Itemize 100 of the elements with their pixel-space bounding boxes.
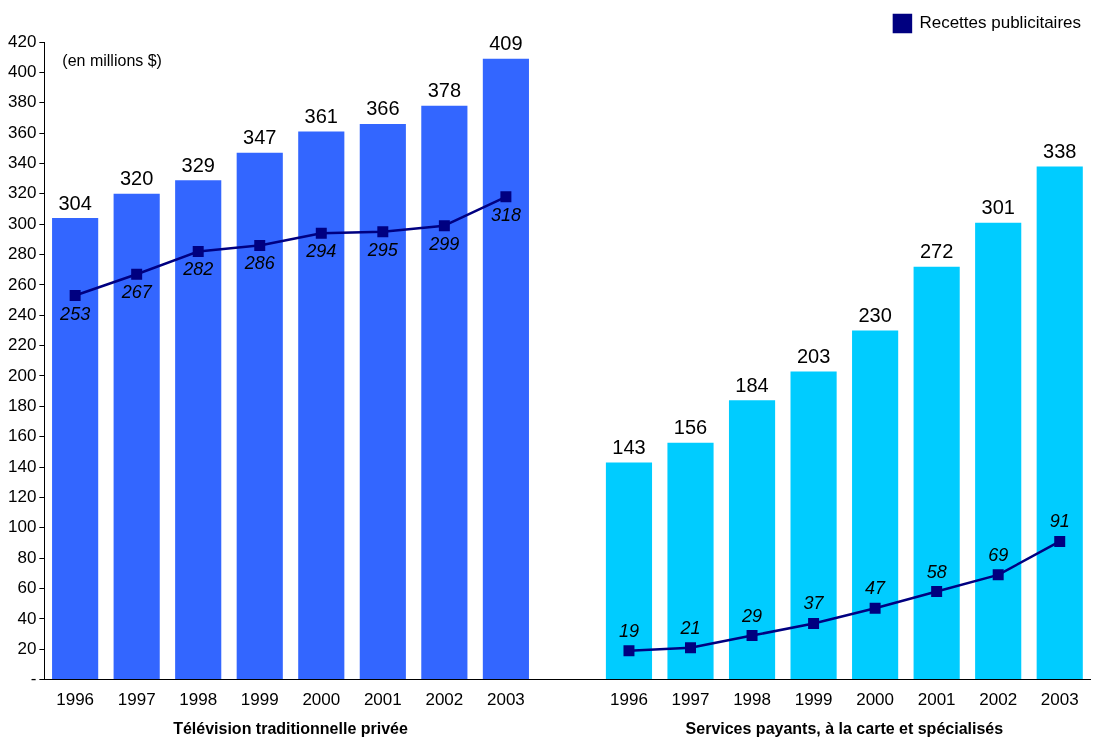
data-label: 329 (181, 153, 215, 176)
data-label: 286 (243, 253, 276, 274)
data-label: 203 (796, 344, 831, 367)
x-tick-label: 2002 (425, 690, 464, 710)
x-tick-label: 1997 (117, 690, 156, 710)
y-tick-label: 20 (17, 638, 37, 658)
bar (421, 105, 468, 680)
y-tick-label: 200 (7, 365, 37, 385)
bar (52, 218, 99, 680)
y-tick-label: 320 (7, 183, 37, 203)
point (808, 617, 820, 629)
data-label: 143 (612, 436, 646, 459)
y-tick-label: 160 (7, 426, 37, 446)
data-label: 29 (741, 605, 763, 626)
x-tick-label: 1998 (733, 690, 771, 710)
y-tick-label: 40 (17, 608, 37, 628)
point (69, 290, 81, 302)
data-label: 69 (988, 544, 1009, 565)
y-tick-label: 260 (7, 274, 37, 294)
y-tick-label: 300 (7, 213, 37, 233)
bar (605, 462, 653, 680)
data-label: 21 (679, 617, 701, 638)
data-label: 301 (981, 196, 1015, 219)
point (254, 239, 266, 251)
x-tick-label: 1996 (56, 690, 95, 710)
point (746, 630, 758, 642)
data-label: 409 (489, 32, 523, 55)
point (1054, 535, 1066, 547)
point (869, 602, 881, 614)
legend-label: Recettes publicitaires (919, 13, 1081, 33)
bar (113, 193, 160, 680)
point (992, 569, 1004, 581)
y-tick-label: 180 (7, 396, 37, 416)
x-tick-label: 2000 (302, 690, 341, 710)
bar (975, 222, 1022, 680)
bar (790, 371, 837, 680)
bar (482, 58, 529, 680)
data-label: 91 (1049, 511, 1070, 532)
text: Services payants, à la carte et spécialisés (685, 720, 1004, 738)
bar (852, 330, 899, 680)
y-tick-label: 60 (17, 578, 37, 598)
point (685, 642, 696, 654)
bar (728, 400, 776, 680)
data-label: 156 (673, 416, 708, 439)
point (192, 246, 204, 257)
y-tick-label: 220 (7, 335, 37, 355)
data-label: 267 (120, 282, 153, 303)
data-label: 304 (58, 191, 92, 214)
data-label: 282 (182, 259, 214, 280)
data-label: 253 (59, 303, 91, 324)
data-label: 320 (119, 167, 154, 190)
x-tick-label: 1997 (671, 690, 710, 710)
data-label: 230 (858, 303, 892, 326)
point (315, 227, 327, 239)
y-tick-label: 280 (7, 244, 37, 264)
data-label: 378 (427, 79, 462, 102)
x-tick-label: 2001 (917, 690, 956, 710)
point (131, 268, 143, 280)
x-tick-label: 1999 (240, 690, 279, 710)
point (438, 220, 450, 232)
bar (913, 266, 960, 680)
text: Télévision traditionnelle privée (173, 720, 408, 738)
data-label: 338 (1043, 140, 1077, 162)
data-label: 19 (618, 620, 639, 641)
data-label: 318 (490, 204, 521, 225)
bar (175, 180, 222, 680)
bar (359, 123, 406, 680)
data-label: 58 (926, 561, 947, 582)
data-label: 294 (305, 241, 337, 262)
x-tick-label: 1999 (794, 690, 833, 710)
data-label: 184 (735, 373, 769, 396)
y-tick-label: 140 (7, 456, 37, 476)
y-tick-label: 340 (7, 153, 37, 173)
annotation: (en millions $) (62, 52, 162, 70)
y-tick-label: 80 (17, 547, 37, 567)
x-tick-label: 2003 (1040, 690, 1079, 710)
data-label: 37 (803, 593, 825, 614)
point (377, 226, 389, 238)
x-tick-label: 2001 (363, 690, 402, 710)
point (500, 191, 512, 203)
point (623, 645, 635, 657)
x-tick-label: 2003 (486, 690, 525, 710)
bar (236, 152, 283, 680)
y-tick-label: 240 (7, 304, 37, 324)
bar (667, 442, 714, 680)
y-tick-label: 400 (7, 62, 37, 82)
data-label: 272 (919, 240, 954, 263)
x-tick-label: 2000 (856, 690, 895, 710)
y-tick-label: 100 (7, 517, 37, 537)
y-tick-label: 120 (7, 487, 37, 507)
data-label: 366 (366, 97, 400, 120)
data-label: 347 (243, 126, 277, 149)
bar (298, 131, 345, 680)
x-tick-label: 1996 (610, 690, 648, 710)
y-tick-label: 360 (7, 122, 37, 142)
y-tick-label: - (30, 669, 37, 689)
y-tick-label: 420 (7, 31, 37, 51)
x-tick-label: 1998 (179, 690, 218, 710)
x-tick-label: 2002 (979, 690, 1018, 710)
data-label: 299 (428, 233, 460, 254)
